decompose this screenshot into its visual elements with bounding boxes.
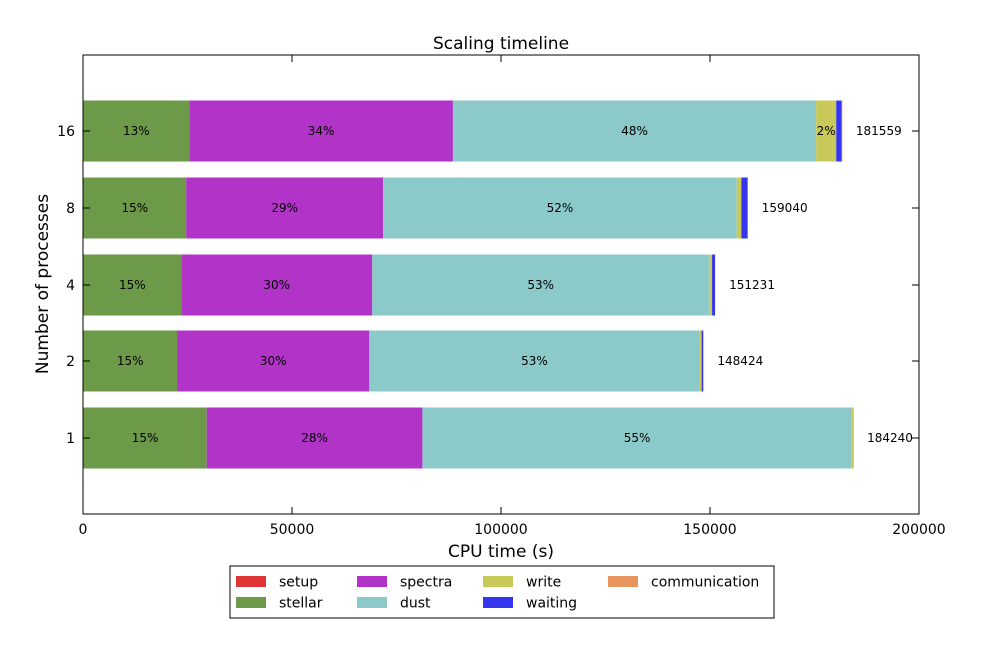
legend: setup stellar spectra dust write waiting commu… xyxy=(229,565,775,619)
segment-label-1-dust: 55% xyxy=(624,431,651,445)
segment-label-2-stellar: 15% xyxy=(117,354,144,368)
x-tick-label: 150000 xyxy=(683,522,736,538)
bar-2-dust xyxy=(369,330,700,392)
y-axis-label: Number of processes xyxy=(33,194,53,374)
bar-8-spectra xyxy=(186,177,384,239)
segment-label-1-spectra: 28% xyxy=(301,431,328,445)
bar-8-stellar xyxy=(83,177,187,239)
x-axis-label: CPU time (s) xyxy=(448,542,554,562)
segment-label-8-dust: 52% xyxy=(547,201,574,215)
bar-16-stellar xyxy=(83,100,190,162)
total-label-2: 148424 xyxy=(717,354,763,368)
bar-1-write xyxy=(851,407,854,469)
legend-swatch-write xyxy=(483,576,513,587)
legend-swatch-communication xyxy=(608,576,638,587)
total-label-16: 181559 xyxy=(856,124,902,138)
segment-label-4-stellar: 15% xyxy=(119,278,146,292)
bar-16-write xyxy=(816,100,837,162)
x-tick-label: 100000 xyxy=(474,522,527,538)
legend-swatch-spectra xyxy=(357,576,387,587)
bar-1-stellar xyxy=(83,407,207,469)
legend-swatch-waiting xyxy=(483,597,513,608)
bar-4-dust xyxy=(372,254,710,316)
labels-layer: 15% 28% 55% 15% 30% 53% 15% 30% 53% 15% 29% 52% 13% 3… xyxy=(117,124,913,445)
y-tick-label: 2 xyxy=(66,354,75,370)
bars-layer xyxy=(83,100,854,469)
segment-label-2-dust: 53% xyxy=(521,354,548,368)
total-label-8: 159040 xyxy=(762,201,808,215)
x-tick-label: 0 xyxy=(79,522,88,538)
legend-label-stellar: stellar xyxy=(279,596,323,612)
legend-label-dust: dust xyxy=(400,596,431,612)
legend-swatch-dust xyxy=(357,597,387,608)
bar-1-spectra xyxy=(206,407,423,469)
bar-16-waiting xyxy=(836,100,842,162)
segment-label-8-stellar: 15% xyxy=(121,201,148,215)
bar-4-spectra xyxy=(181,254,373,316)
legend-label-waiting: waiting xyxy=(526,596,577,612)
legend-swatch-stellar xyxy=(236,597,266,608)
legend-swatch-setup xyxy=(236,576,266,587)
legend-box xyxy=(229,565,775,619)
y-tick-label: 16 xyxy=(57,124,75,140)
y-tick-label: 1 xyxy=(66,431,75,447)
legend-label-write: write xyxy=(526,575,561,591)
bar-8-dust xyxy=(383,177,737,239)
bar-4-waiting xyxy=(712,254,716,316)
total-label-1: 184240 xyxy=(867,431,913,445)
bar-4-write xyxy=(709,254,713,316)
segment-label-16-spectra: 34% xyxy=(308,124,335,138)
bar-2-stellar xyxy=(83,330,178,392)
segment-label-16-dust: 48% xyxy=(621,124,648,138)
total-label-4: 151231 xyxy=(729,278,775,292)
segment-label-2-spectra: 30% xyxy=(260,354,287,368)
bar-16-dust xyxy=(452,100,817,162)
bar-16-communication xyxy=(841,100,843,162)
bar-2-write xyxy=(699,330,702,392)
bar-4-stellar xyxy=(83,254,182,316)
x-tick-label: 200000 xyxy=(892,522,945,538)
segment-label-16-write: 2% xyxy=(817,124,836,138)
bar-8-write xyxy=(736,177,742,239)
bar-8-waiting xyxy=(741,177,748,239)
segment-label-1-stellar: 15% xyxy=(132,431,159,445)
bar-1-dust xyxy=(422,407,852,469)
y-tick-label: 8 xyxy=(66,201,75,217)
y-axis: 1 2 4 8 16 xyxy=(57,124,919,447)
y-tick-label: 4 xyxy=(66,278,75,294)
bar-2-waiting xyxy=(701,330,704,392)
legend-label-spectra: spectra xyxy=(400,575,452,591)
segment-label-4-dust: 53% xyxy=(527,278,554,292)
x-axis: 0 50000 100000 150000 200000 xyxy=(79,55,946,538)
x-tick-label: 50000 xyxy=(270,522,315,538)
segment-label-8-spectra: 29% xyxy=(271,201,298,215)
legend-label-setup: setup xyxy=(279,575,318,591)
chart-title: Scaling timeline xyxy=(433,34,569,54)
bar-2-spectra xyxy=(177,330,370,392)
bar-16-spectra xyxy=(189,100,453,162)
segment-label-4-spectra: 30% xyxy=(263,278,290,292)
segment-label-16-stellar: 13% xyxy=(123,124,150,138)
legend-label-communication: communication xyxy=(651,575,759,591)
